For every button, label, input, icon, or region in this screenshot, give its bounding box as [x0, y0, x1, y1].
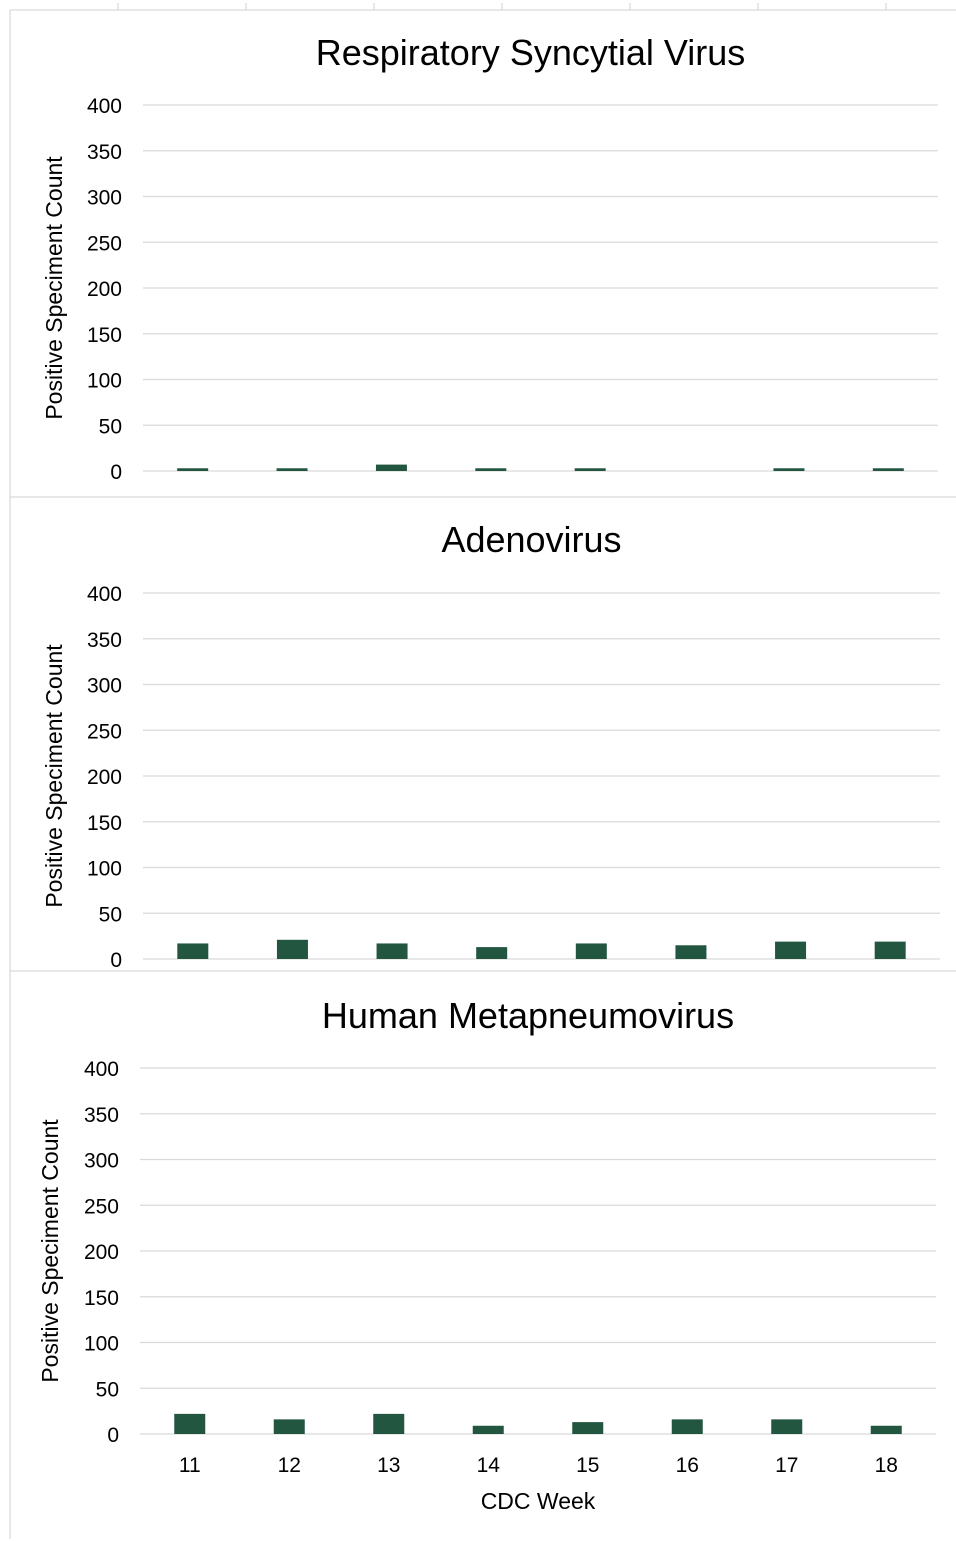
bar-week-12: [276, 468, 308, 471]
y-tick-label: 50: [96, 1378, 119, 1401]
bar-week-17: [771, 1419, 803, 1434]
y-tick-label: 400: [84, 1058, 119, 1081]
y-tick-label: 0: [110, 949, 122, 972]
y-axis-title: Positive Speciment Count: [41, 644, 67, 908]
y-tick-label: 0: [110, 461, 122, 484]
bar-week-15: [572, 1422, 604, 1434]
x-tick-label: 11: [179, 1454, 201, 1477]
bar-week-16: [675, 945, 707, 959]
y-tick-label: 300: [87, 675, 122, 698]
y-tick-label: 400: [87, 95, 122, 118]
y-tick-label: 400: [87, 583, 122, 606]
y-tick-label: 250: [84, 1195, 119, 1218]
chart-panel-1: Respiratory Syncytial Virus 0 50 100 150 200 2…: [41, 32, 938, 484]
x-tick-label: 15: [576, 1454, 599, 1477]
bar-week-17: [773, 468, 805, 471]
y-tick-label: 100: [84, 1333, 119, 1356]
y-axis-title: Positive Speciment Count: [37, 1119, 63, 1383]
x-tick-label: 16: [676, 1454, 699, 1477]
bar-week-13: [375, 464, 407, 471]
y-tick-label: 50: [99, 903, 122, 926]
chart-title: Adenovirus: [441, 519, 621, 560]
y-tick-label: 0: [107, 1424, 119, 1447]
y-tick-label: 150: [87, 324, 122, 347]
y-tick-label: 300: [84, 1150, 119, 1173]
y-tick-label: 350: [87, 629, 122, 652]
chart-title: Human Metapneumovirus: [322, 995, 734, 1036]
y-tick-label: 200: [87, 766, 122, 789]
bar-week-14: [475, 468, 507, 471]
bar-week-15: [575, 943, 607, 959]
bar-week-11: [177, 468, 209, 471]
x-axis-title: CDC Week: [481, 1488, 596, 1514]
y-tick-label: 350: [87, 141, 122, 164]
chart-title: Respiratory Syncytial Virus: [316, 32, 746, 73]
bar-week-18: [872, 468, 904, 471]
bar-week-15: [574, 468, 606, 471]
x-tick-label: 13: [377, 1454, 400, 1477]
y-tick-label: 100: [87, 858, 122, 881]
x-tick-label: 18: [875, 1454, 898, 1477]
bar-week-12: [273, 1419, 305, 1434]
bar-week-14: [476, 947, 508, 959]
y-tick-label: 150: [84, 1287, 119, 1310]
bar-week-12: [276, 939, 308, 959]
x-tick-label: 17: [775, 1454, 798, 1477]
y-tick-label: 200: [87, 278, 122, 301]
bar-week-16: [671, 1419, 703, 1434]
bar-week-13: [376, 943, 408, 959]
y-tick-label: 250: [87, 232, 122, 255]
chart-panel-2: Adenovirus 0 50 100 150 200 250 300 350 400 Positi…: [10, 496, 956, 972]
bar-week-14: [472, 1425, 504, 1434]
y-tick-label: 50: [99, 415, 122, 438]
x-tick-label: 12: [278, 1454, 301, 1477]
y-tick-label: 200: [84, 1241, 119, 1264]
y-tick-label: 350: [84, 1104, 119, 1127]
x-tick-label: 14: [477, 1454, 501, 1477]
y-tick-label: 150: [87, 812, 122, 835]
bar-week-13: [373, 1413, 405, 1434]
bar-week-17: [775, 941, 807, 959]
bar-week-18: [870, 1425, 902, 1434]
chart-panel-3: Human Metapneumovirus 0 50 100 150 200 250 300 3…: [10, 970, 956, 1514]
bar-week-18: [874, 941, 906, 959]
bar-week-11: [177, 943, 209, 959]
y-tick-label: 300: [87, 187, 122, 210]
bar-week-11: [174, 1413, 206, 1434]
y-tick-label: 250: [87, 720, 122, 743]
y-axis-title: Positive Speciment Count: [41, 156, 67, 420]
y-tick-label: 100: [87, 370, 122, 393]
